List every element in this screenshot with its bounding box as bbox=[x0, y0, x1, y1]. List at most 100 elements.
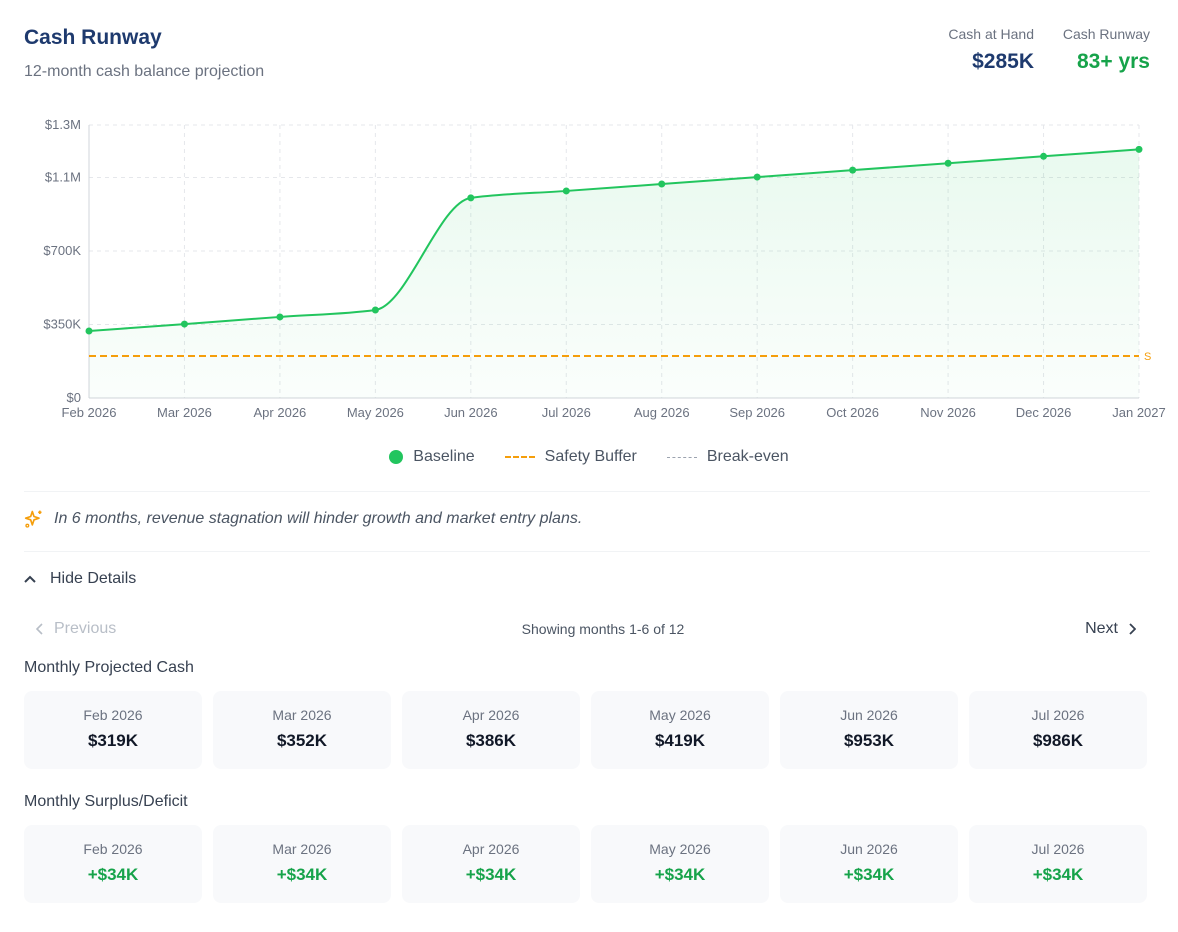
baseline-point bbox=[753, 173, 761, 181]
x-tick-label: Mar 2026 bbox=[157, 405, 212, 420]
month-label: Feb 2026 bbox=[83, 841, 143, 857]
metric-label: Cash Runway bbox=[1062, 26, 1150, 42]
safety-buffer-label: S bbox=[1144, 351, 1151, 363]
month-value: $953K bbox=[843, 731, 895, 750]
y-tick-label: $700K bbox=[43, 243, 81, 258]
metric-value: 83+ yrs bbox=[1077, 50, 1150, 73]
x-tick-label: Jul 2026 bbox=[542, 405, 591, 420]
pager-info: Showing months 1-6 of 12 bbox=[521, 621, 685, 637]
month-value: +$34K bbox=[1032, 865, 1084, 884]
month-value: +$34K bbox=[87, 865, 139, 884]
month-card: May 2026 +$34K bbox=[591, 825, 769, 903]
metric-label: Cash at Hand bbox=[948, 26, 1034, 42]
month-card: Jun 2026 $953K bbox=[780, 691, 958, 769]
baseline-point bbox=[944, 159, 952, 167]
baseline-point bbox=[180, 320, 188, 328]
month-value: $352K bbox=[276, 731, 328, 750]
month-value: $419K bbox=[654, 731, 706, 750]
x-tick-label: Oct 2026 bbox=[826, 405, 879, 420]
month-label: Mar 2026 bbox=[272, 707, 332, 723]
month-value: $386K bbox=[465, 731, 517, 750]
baseline-point bbox=[85, 327, 93, 335]
baseline-point bbox=[467, 194, 475, 202]
y-tick-label: $350K bbox=[43, 317, 81, 332]
metric-cash-runway: Cash Runway 83+ yrs bbox=[1063, 26, 1150, 74]
previous-button[interactable]: Previous bbox=[36, 620, 116, 638]
x-tick-label: Jan 2027 bbox=[1112, 405, 1166, 420]
baseline-point bbox=[371, 306, 379, 314]
legend-baseline[interactable]: Baseline bbox=[389, 448, 475, 466]
page-title: Cash Runway bbox=[24, 26, 162, 49]
baseline-point bbox=[276, 313, 284, 321]
month-card: Jun 2026 +$34K bbox=[780, 825, 958, 903]
dashed-line-icon bbox=[504, 456, 535, 458]
chart-legend: Baseline Safety Buffer Break-even bbox=[0, 448, 1178, 466]
y-tick-label: $1.3M bbox=[45, 117, 81, 132]
next-label: Next bbox=[1085, 620, 1118, 637]
month-card: Jul 2026 +$34K bbox=[969, 825, 1147, 903]
month-value: $319K bbox=[87, 731, 139, 750]
x-tick-label: Dec 2026 bbox=[1016, 405, 1072, 420]
x-tick-label: Sep 2026 bbox=[729, 405, 785, 420]
month-card: Feb 2026 +$34K bbox=[24, 825, 202, 903]
baseline-point bbox=[1135, 145, 1143, 153]
month-label: Jun 2026 bbox=[840, 841, 898, 857]
month-card: Apr 2026 +$34K bbox=[402, 825, 580, 903]
month-value: +$34K bbox=[276, 865, 328, 884]
chevron-left-icon bbox=[36, 623, 43, 635]
baseline-area bbox=[89, 149, 1139, 398]
legend-label: Safety Buffer bbox=[544, 448, 637, 465]
month-card: Mar 2026 +$34K bbox=[213, 825, 391, 903]
insight: In 6 months, revenue stagnation will hin… bbox=[24, 509, 582, 529]
legend-label: Break-even bbox=[706, 448, 789, 465]
next-button[interactable]: Next bbox=[1085, 620, 1136, 638]
section-title-projected: Monthly Projected Cash bbox=[24, 659, 194, 676]
surplus-cards: Feb 2026 +$34K Mar 2026 +$34K Apr 2026 +$34K M… bbox=[24, 825, 1147, 903]
month-value: $986K bbox=[1032, 731, 1084, 750]
legend-break-even[interactable]: Break-even bbox=[666, 448, 789, 466]
month-label: May 2026 bbox=[649, 707, 711, 723]
baseline-point bbox=[658, 180, 666, 188]
cash-balance-chart: $0 $350K $700K $1.1M $1.3M Feb 2026 Mar 2026 Ap… bbox=[43, 117, 1166, 420]
month-card: Feb 2026 $319K bbox=[24, 691, 202, 769]
toggle-label: Hide Details bbox=[50, 570, 137, 587]
x-tick-label: Feb 2026 bbox=[62, 405, 117, 420]
month-label: Apr 2026 bbox=[462, 841, 520, 857]
page-subtitle: 12-month cash balance projection bbox=[24, 63, 265, 80]
divider bbox=[24, 491, 1150, 492]
baseline-point bbox=[849, 166, 857, 174]
chevron-right-icon bbox=[1129, 623, 1136, 635]
x-tick-label: Nov 2026 bbox=[920, 405, 976, 420]
x-tick-label: May 2026 bbox=[347, 405, 404, 420]
x-tick-label: Jun 2026 bbox=[444, 405, 498, 420]
y-tick-label: $0 bbox=[67, 390, 81, 405]
month-label: May 2026 bbox=[649, 841, 711, 857]
month-card: May 2026 $419K bbox=[591, 691, 769, 769]
metric-cash-at-hand: Cash at Hand $285K bbox=[948, 26, 1034, 74]
baseline-point bbox=[562, 187, 570, 195]
hide-details-toggle[interactable]: Hide Details bbox=[24, 570, 136, 588]
month-value: +$34K bbox=[465, 865, 517, 884]
month-label: Jun 2026 bbox=[840, 707, 898, 723]
circle-icon bbox=[389, 450, 404, 464]
section-title-surplus: Monthly Surplus/Deficit bbox=[24, 793, 188, 810]
previous-label: Previous bbox=[54, 620, 117, 637]
chevron-up-icon bbox=[24, 575, 36, 583]
x-tick-label: Aug 2026 bbox=[634, 405, 690, 420]
y-tick-label: $1.1M bbox=[45, 170, 81, 185]
month-value: +$34K bbox=[843, 865, 895, 884]
dashed-line-icon bbox=[666, 456, 697, 458]
month-label: Apr 2026 bbox=[462, 707, 520, 723]
month-label: Mar 2026 bbox=[272, 841, 332, 857]
month-label: Jul 2026 bbox=[1031, 841, 1085, 857]
month-label: Jul 2026 bbox=[1031, 707, 1085, 723]
month-label: Feb 2026 bbox=[83, 707, 143, 723]
month-card: Apr 2026 $386K bbox=[402, 691, 580, 769]
month-card: Jul 2026 $986K bbox=[969, 691, 1147, 769]
month-card: Mar 2026 $352K bbox=[213, 691, 391, 769]
legend-safety-buffer[interactable]: Safety Buffer bbox=[504, 448, 637, 466]
projected-cash-cards: Feb 2026 $319K Mar 2026 $352K Apr 2026 $386K M… bbox=[24, 691, 1147, 769]
month-value: +$34K bbox=[654, 865, 706, 884]
sparkles-icon bbox=[24, 510, 42, 528]
